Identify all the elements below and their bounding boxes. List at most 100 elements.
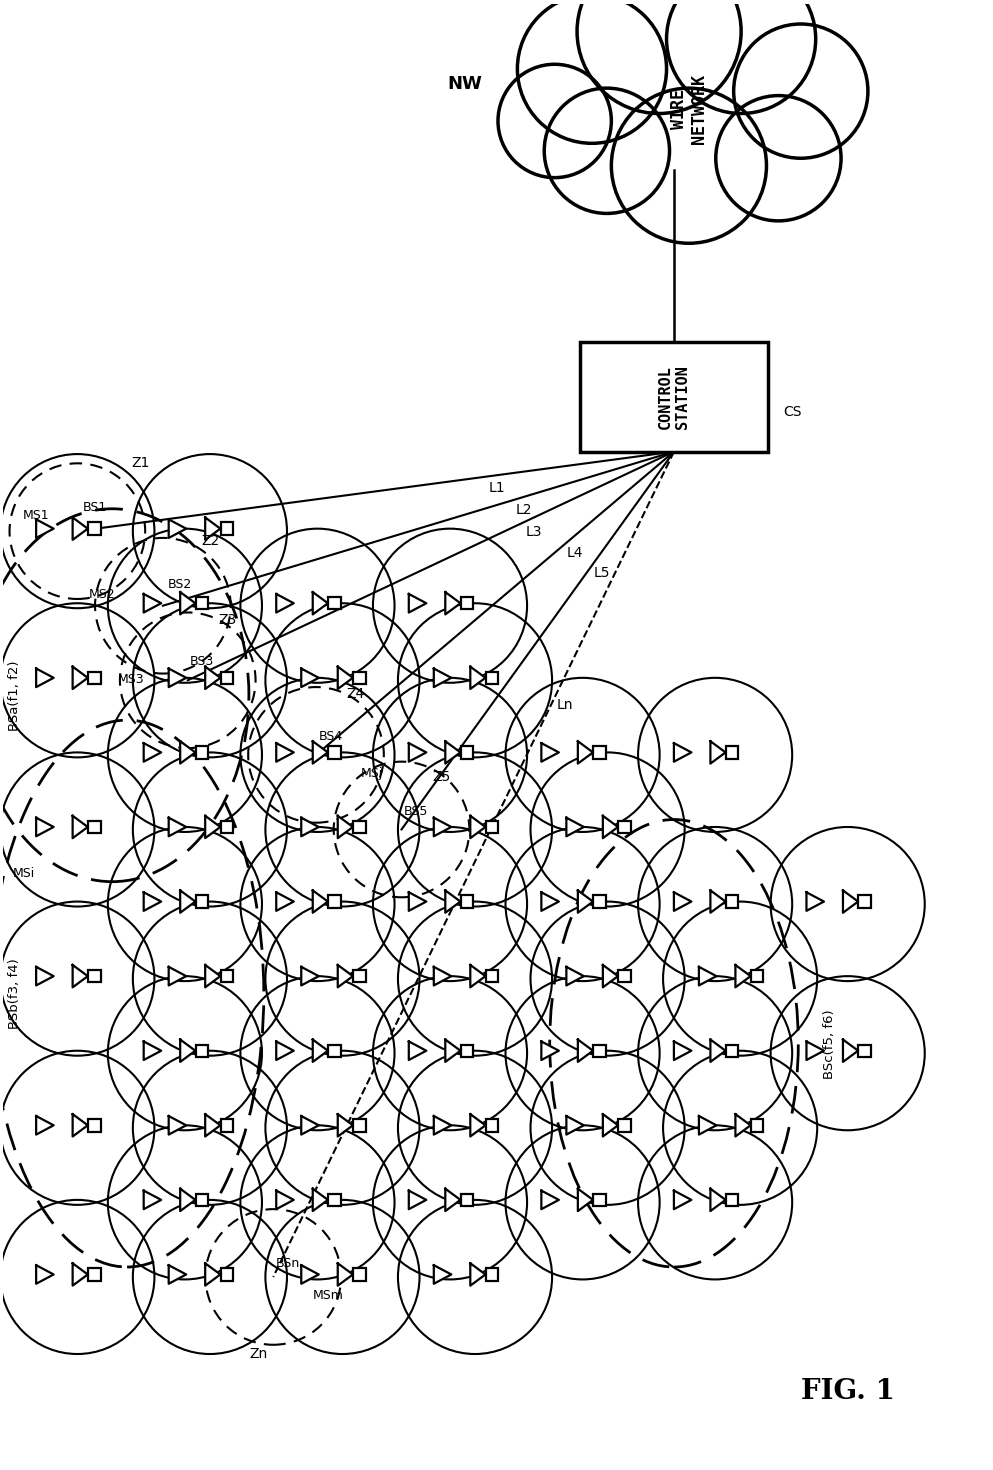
Text: MS3: MS3 (118, 673, 145, 685)
Polygon shape (301, 669, 319, 688)
Bar (88, 672, 100, 685)
Polygon shape (673, 744, 691, 761)
Polygon shape (276, 892, 294, 911)
Polygon shape (313, 741, 328, 764)
Bar (486, 820, 498, 833)
Text: BS4: BS4 (319, 729, 343, 742)
Bar (88, 1269, 100, 1280)
Bar (618, 970, 631, 982)
Polygon shape (206, 966, 220, 988)
Bar (328, 747, 341, 759)
Bar (354, 672, 365, 685)
Text: Zn: Zn (249, 1347, 267, 1360)
Polygon shape (434, 1266, 451, 1283)
Polygon shape (169, 817, 186, 836)
Text: L1: L1 (489, 481, 504, 495)
Bar (593, 1045, 606, 1057)
Text: MS2: MS2 (88, 588, 115, 601)
Circle shape (715, 96, 841, 222)
Polygon shape (566, 817, 584, 836)
Bar (618, 820, 631, 833)
Polygon shape (806, 892, 823, 911)
Polygon shape (144, 892, 161, 911)
Bar (354, 1119, 365, 1132)
Polygon shape (206, 1114, 220, 1136)
Polygon shape (445, 1189, 460, 1211)
Polygon shape (434, 817, 451, 836)
Polygon shape (180, 592, 196, 614)
Polygon shape (301, 1116, 319, 1135)
Polygon shape (206, 517, 220, 539)
Polygon shape (710, 1189, 725, 1211)
Polygon shape (842, 891, 858, 913)
Polygon shape (313, 592, 328, 614)
Polygon shape (445, 1039, 460, 1061)
Polygon shape (673, 892, 691, 911)
Text: CONTROL
STATION: CONTROL STATION (657, 366, 690, 429)
Polygon shape (408, 892, 426, 911)
Text: L4: L4 (566, 545, 583, 560)
Polygon shape (698, 1116, 716, 1135)
Polygon shape (144, 1042, 161, 1060)
Text: NW: NW (448, 75, 483, 93)
Text: Z3: Z3 (218, 613, 236, 626)
Text: CS: CS (783, 406, 801, 419)
Polygon shape (180, 1039, 196, 1061)
Bar (726, 1045, 738, 1057)
Polygon shape (842, 1039, 858, 1061)
Bar (220, 672, 233, 685)
Bar (461, 1045, 473, 1057)
Polygon shape (673, 1191, 691, 1210)
Text: Z2: Z2 (202, 534, 219, 548)
Polygon shape (36, 967, 54, 985)
Text: FIG. 1: FIG. 1 (800, 1377, 895, 1405)
Polygon shape (144, 1191, 161, 1210)
Text: L2: L2 (515, 503, 532, 517)
Bar (328, 1194, 341, 1207)
Polygon shape (445, 592, 460, 614)
Polygon shape (603, 966, 618, 988)
Polygon shape (434, 669, 451, 688)
Bar (220, 523, 233, 535)
Polygon shape (470, 1263, 486, 1286)
Circle shape (733, 25, 868, 159)
Circle shape (577, 0, 741, 115)
Bar (220, 1269, 233, 1280)
Polygon shape (470, 966, 486, 988)
Polygon shape (36, 669, 54, 688)
Polygon shape (276, 1042, 294, 1060)
Bar (328, 1045, 341, 1057)
Polygon shape (313, 1039, 328, 1061)
Bar (88, 970, 100, 982)
Polygon shape (72, 966, 87, 988)
Polygon shape (72, 1114, 87, 1136)
Polygon shape (206, 667, 220, 689)
Polygon shape (169, 1266, 186, 1283)
Polygon shape (72, 667, 87, 689)
Polygon shape (338, 1114, 353, 1136)
Bar (354, 1269, 365, 1280)
Bar (196, 895, 209, 908)
Text: Z4: Z4 (347, 686, 364, 701)
Polygon shape (735, 966, 750, 988)
Polygon shape (36, 1116, 54, 1135)
Polygon shape (445, 741, 460, 764)
Polygon shape (338, 966, 353, 988)
Polygon shape (313, 1189, 328, 1211)
Text: MSm: MSm (313, 1289, 344, 1302)
Polygon shape (408, 594, 426, 613)
Bar (354, 970, 365, 982)
Polygon shape (180, 741, 196, 764)
Polygon shape (72, 1263, 87, 1286)
Text: BS2: BS2 (168, 578, 192, 591)
Bar (328, 895, 341, 908)
Bar (88, 820, 100, 833)
Circle shape (611, 88, 766, 244)
Polygon shape (603, 816, 618, 838)
Polygon shape (578, 1189, 593, 1211)
Bar (726, 747, 738, 759)
Polygon shape (445, 891, 460, 913)
Text: Z5: Z5 (432, 769, 451, 784)
Polygon shape (36, 520, 54, 538)
Bar (751, 1119, 763, 1132)
